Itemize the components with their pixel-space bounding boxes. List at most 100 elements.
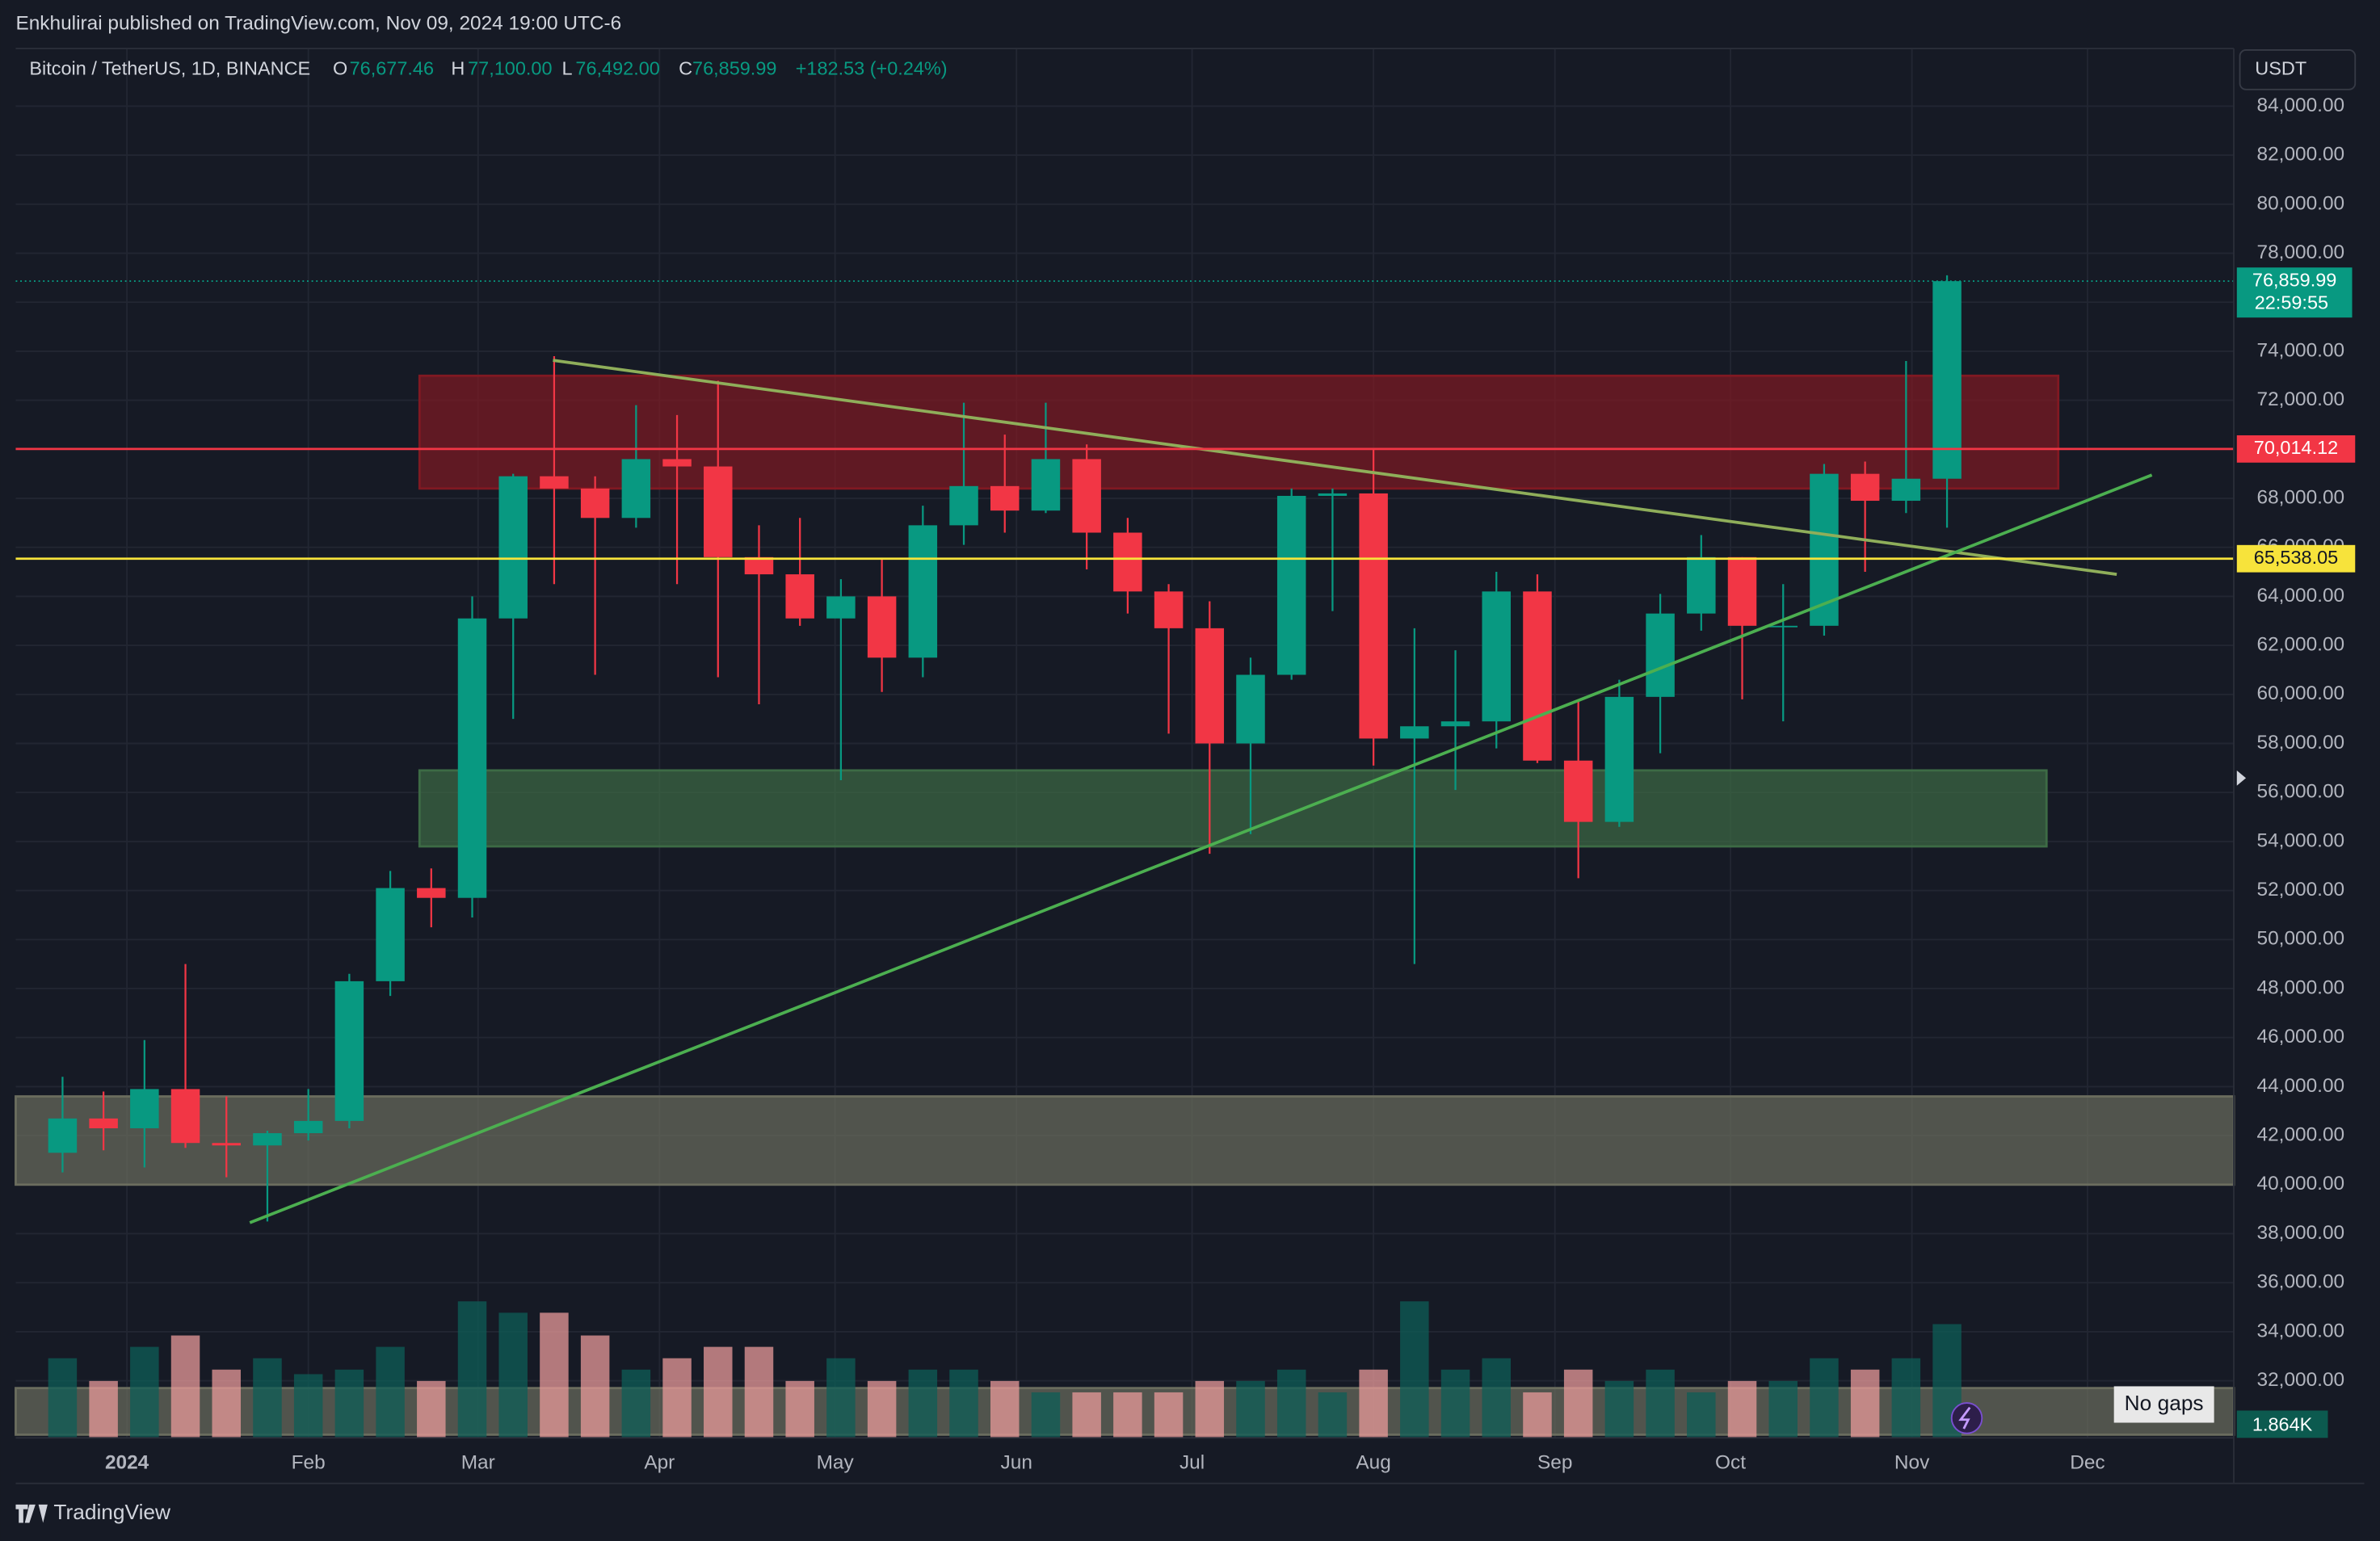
candle-body [580, 488, 610, 519]
candle-body [1195, 628, 1225, 744]
volume-bar [48, 1358, 78, 1438]
ohlc-key: H [451, 58, 465, 79]
x-tick-label: Nov [1894, 1452, 1930, 1474]
x-tick-label: Mar [461, 1452, 495, 1474]
candle-body [1154, 591, 1184, 628]
candle-body [1523, 591, 1552, 761]
candle-body [621, 459, 651, 519]
ohlc-value: 76,492.00 [575, 58, 659, 79]
x-tick-label: Oct [1715, 1452, 1746, 1474]
ohlc-key: O [333, 58, 347, 79]
volume-bar [1359, 1369, 1388, 1438]
y-tick-label: 52,000.00 [2257, 879, 2345, 901]
volume-bar [867, 1380, 897, 1438]
currency-button[interactable] [2239, 49, 2357, 90]
y-tick-label: 48,000.00 [2257, 976, 2345, 998]
volume-bar [1850, 1369, 1880, 1438]
symbol[interactable]: Bitcoin / TetherUS, 1D, BINANCE [29, 58, 310, 79]
candle-body [1482, 591, 1512, 722]
candle-body [1276, 495, 1306, 675]
y-tick-label: 74,000.00 [2257, 339, 2345, 361]
scroll-arrow[interactable] [2236, 770, 2247, 786]
candle-body [540, 476, 569, 489]
candle-body [826, 596, 856, 619]
volume-bar [1236, 1380, 1265, 1438]
candle-body [417, 888, 446, 898]
volume-bar [376, 1346, 405, 1438]
volume-bar [540, 1312, 569, 1438]
y-tick-label: 54,000.00 [2257, 829, 2345, 851]
candle-body [253, 1133, 282, 1146]
change: +182.53 (+0.24%) [796, 58, 948, 79]
brand[interactable]: TradingView [53, 1500, 171, 1524]
trend-line [249, 473, 2153, 1224]
ai-icon[interactable] [1950, 1402, 1983, 1434]
y-tick-label: 68,000.00 [2257, 486, 2345, 508]
volume-bar [1523, 1392, 1552, 1438]
candle-body [662, 459, 692, 467]
candle-body [1400, 726, 1429, 739]
volume-bar [785, 1380, 814, 1438]
gaps-badge[interactable] [2113, 1386, 2214, 1423]
ohlc-value: 77,100.00 [468, 58, 552, 79]
y-tick-label: 80,000.00 [2257, 192, 2345, 214]
y-tick-label: 78,000.00 [2257, 241, 2345, 263]
y-tick-label: 84,000.00 [2257, 94, 2345, 116]
candle-body [334, 980, 364, 1121]
volume-bar [417, 1380, 446, 1438]
zone [418, 374, 2060, 490]
x-tick-label: Jun [1001, 1452, 1032, 1474]
volume-bar [1154, 1392, 1184, 1438]
volume-bar [949, 1369, 978, 1438]
volume-bar [990, 1380, 1020, 1438]
ohlc-key: C [679, 58, 692, 79]
candle-body [130, 1089, 159, 1128]
y-tick-label: 44,000.00 [2257, 1075, 2345, 1097]
price-badge-label: 65,538.05 [2254, 547, 2338, 568]
volume-bar [908, 1369, 938, 1438]
y-tick-label: 42,000.00 [2257, 1124, 2345, 1146]
candle-body [785, 574, 814, 619]
y-tick-label: 64,000.00 [2257, 585, 2345, 607]
volume-bar [1482, 1358, 1512, 1438]
y-tick-label: 50,000.00 [2257, 928, 2345, 950]
ohlc-value: 76,677.46 [350, 58, 434, 79]
candle-body [867, 596, 897, 658]
candle-body [1113, 532, 1142, 592]
gaps-label[interactable]: No gaps [2125, 1391, 2204, 1415]
x-tick-label: Dec [2070, 1452, 2105, 1474]
volume-bar [212, 1369, 242, 1438]
volume-bar [1195, 1380, 1225, 1438]
currency[interactable]: USDT [2255, 58, 2306, 79]
plot [15, 48, 2235, 1438]
x-tick-label: Jul [1179, 1452, 1205, 1474]
volume-bar [1318, 1392, 1348, 1438]
zone [418, 769, 2048, 848]
volume-bar [1031, 1392, 1061, 1438]
last-price-badge [2236, 267, 2353, 318]
publisher: Enkhulirai published on TradingView.com,… [15, 13, 621, 35]
candle-body [1604, 696, 1634, 822]
volume-bar [1891, 1358, 1921, 1438]
volume-bar [1400, 1301, 1429, 1438]
x-tick-label: 2024 [105, 1452, 149, 1474]
volume-bar [1072, 1392, 1101, 1438]
price-badge-label: 70,014.12 [2254, 437, 2338, 458]
countdown: 22:59:55 [2255, 292, 2328, 313]
y-tick-label: 38,000.00 [2257, 1222, 2345, 1244]
y-tick-label: 56,000.00 [2257, 781, 2345, 803]
candle-body [1072, 459, 1101, 533]
x-tick-label: Apr [644, 1452, 675, 1474]
volume-bar [457, 1301, 487, 1438]
ohlc-value: 76,859.99 [692, 58, 776, 79]
y-tick-label: 62,000.00 [2257, 634, 2345, 656]
candle-body [990, 485, 1020, 511]
candle-body [1727, 556, 1757, 626]
y-tick-label: 72,000.00 [2257, 388, 2345, 410]
volume-bar [89, 1380, 118, 1438]
candle-body [1031, 459, 1061, 511]
y-tick-label: 40,000.00 [2257, 1173, 2345, 1195]
candle-body [1646, 613, 1675, 697]
